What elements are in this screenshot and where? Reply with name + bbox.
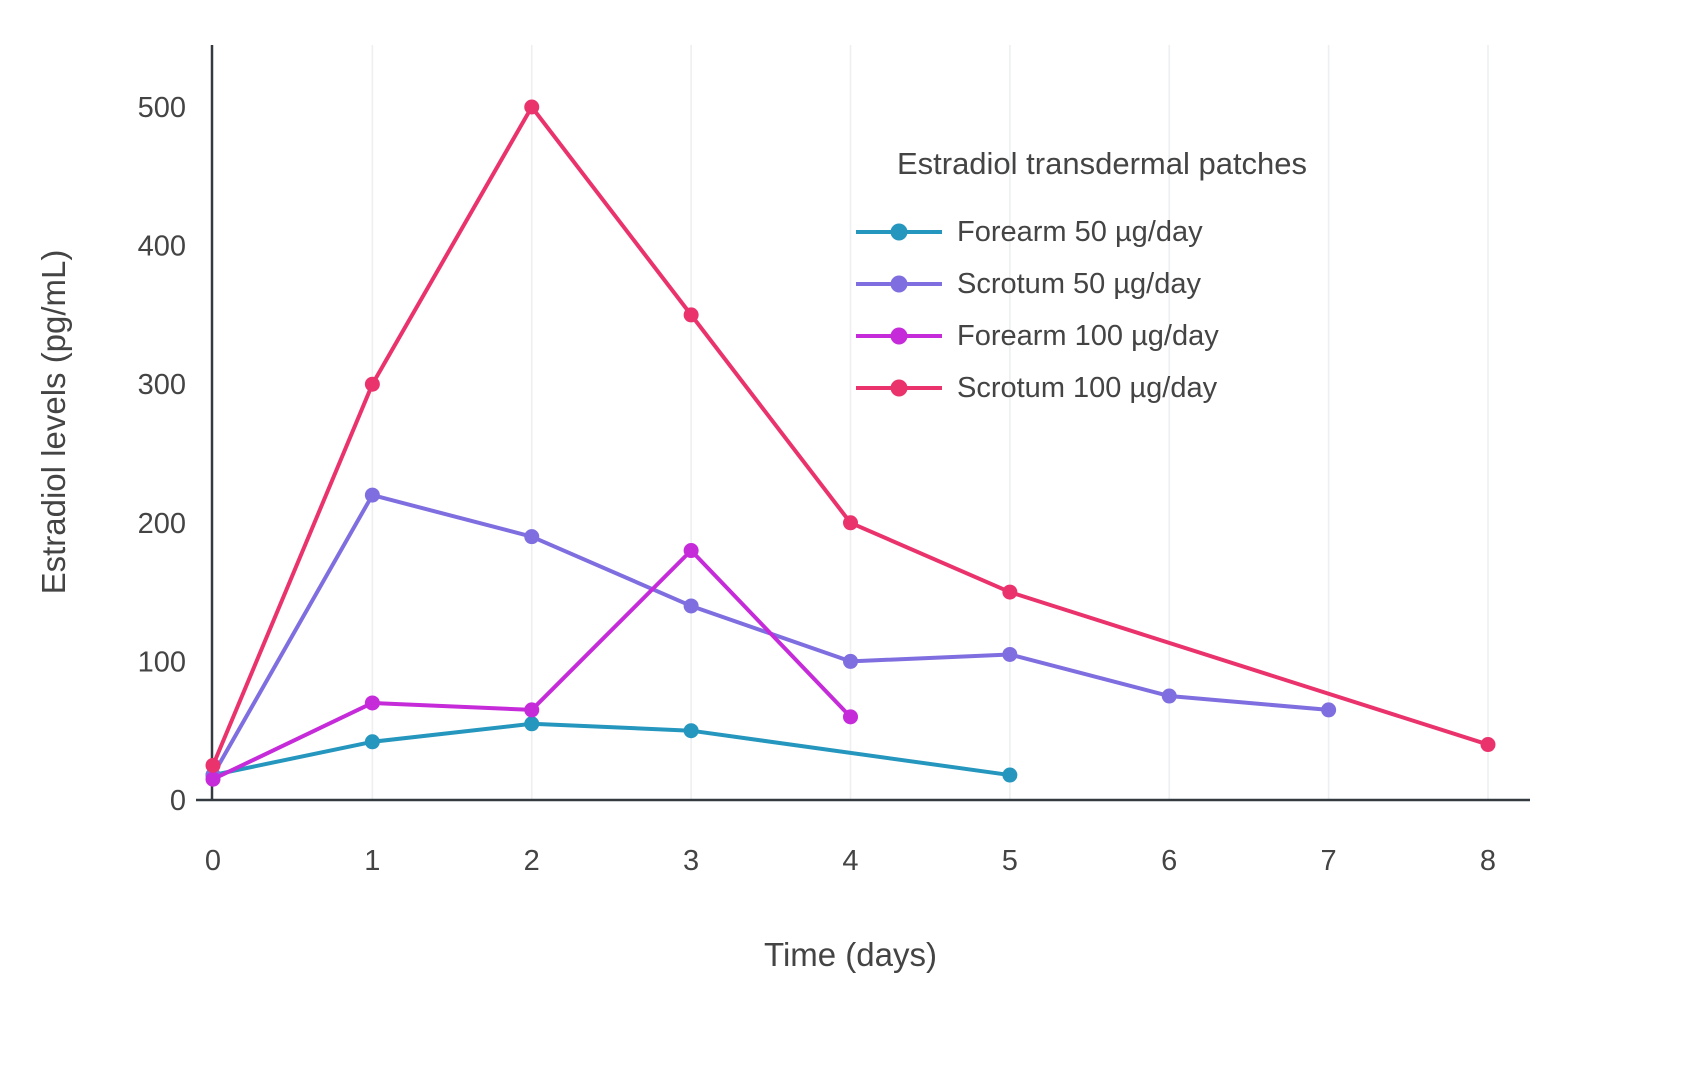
series-marker-scrotum-50-g-day-day-3: [683, 598, 699, 614]
x-tick-label-2: 2: [524, 845, 540, 877]
legend-item-scrotum-50-g-day[interactable]: Scrotum 50 µg/day: [856, 258, 1348, 310]
legend-title: Estradiol transdermal patches: [896, 146, 1308, 181]
series-marker-forearm-100-g-day-day-1: [364, 695, 380, 711]
x-tick-label-1: 1: [364, 845, 380, 877]
x-tick-label-5: 5: [1002, 845, 1018, 877]
legend-dot-sample: [890, 223, 908, 241]
series-marker-scrotum-50-g-day-day-6: [1161, 688, 1177, 704]
series-marker-scrotum-100-g-day-day-8: [1480, 737, 1496, 753]
series-marker-forearm-50-g-day-day-3: [683, 723, 699, 739]
legend-items: Forearm 50 µg/day Scrotum 50 µg/day Forear…: [856, 206, 1348, 414]
y-tick-label-400: 400: [138, 231, 186, 263]
series-marker-scrotum-50-g-day-day-7: [1321, 702, 1337, 718]
y-tick-label-200: 200: [138, 508, 186, 540]
series-marker-forearm-50-g-day-day-2: [524, 716, 540, 732]
y-axis-title: Estradiol levels (pg/mL): [35, 249, 72, 595]
legend-line-marker-icon: [856, 379, 942, 397]
y-tick-label-500: 500: [138, 92, 186, 124]
series-marker-scrotum-50-g-day-day-5: [1002, 646, 1018, 662]
series-marker-forearm-100-g-day-day-2: [524, 702, 540, 718]
x-tick-label-6: 6: [1161, 845, 1177, 877]
series-marker-scrotum-100-g-day-day-1: [364, 376, 380, 392]
series-marker-scrotum-50-g-day-day-2: [524, 529, 540, 545]
legend-label: Scrotum 100 µg/day: [957, 371, 1218, 404]
series-marker-forearm-100-g-day-day-4: [843, 709, 858, 725]
series-marker-scrotum-100-g-day-day-5: [1002, 584, 1018, 600]
series-marker-forearm-100-g-day-day-3: [683, 543, 699, 559]
y-tick-label-100: 100: [138, 646, 186, 678]
x-tick-label-7: 7: [1321, 845, 1337, 877]
series-marker-scrotum-100-g-day-day-2: [524, 99, 540, 115]
y-tick-label-0: 0: [170, 785, 186, 817]
legend-line-marker-icon: [856, 327, 942, 345]
legend-dot-sample: [890, 275, 908, 293]
legend-item-forearm-50-g-day[interactable]: Forearm 50 µg/day: [856, 206, 1348, 258]
legend-line-marker-icon: [856, 223, 942, 241]
series-marker-scrotum-100-g-day-day-0: [205, 757, 221, 773]
series-marker-scrotum-100-g-day-day-3: [683, 307, 699, 323]
legend-item-forearm-100-g-day[interactable]: Forearm 100 µg/day: [856, 310, 1348, 362]
x-tick-label-4: 4: [842, 845, 858, 877]
series-marker-scrotum-50-g-day-day-1: [364, 487, 380, 503]
series-marker-forearm-50-g-day-day-5: [1002, 767, 1018, 783]
legend-label: Forearm 100 µg/day: [957, 319, 1219, 352]
x-tick-label-8: 8: [1480, 845, 1496, 877]
x-tick-label-0: 0: [205, 845, 221, 877]
x-axis-title: Time (days): [764, 936, 937, 973]
legend-label: Forearm 50 µg/day: [957, 215, 1203, 248]
series-marker-scrotum-50-g-day-day-4: [843, 653, 858, 669]
y-tick-label-300: 300: [138, 369, 186, 401]
series-marker-scrotum-100-g-day-day-4: [843, 515, 858, 531]
legend: Estradiol transdermal patches Forearm 50…: [856, 146, 1348, 414]
legend-dot-sample: [890, 379, 908, 397]
series-marker-forearm-50-g-day-day-1: [364, 734, 380, 750]
legend-label: Scrotum 50 µg/day: [957, 267, 1201, 300]
legend-dot-sample: [890, 327, 908, 345]
legend-line-marker-icon: [856, 275, 942, 293]
series-marker-forearm-100-g-day-day-0: [205, 771, 221, 787]
x-tick-label-3: 3: [683, 845, 699, 877]
series-line-forearm-50-g-day: [211, 721, 1012, 778]
legend-item-scrotum-100-g-day[interactable]: Scrotum 100 µg/day: [856, 362, 1348, 414]
